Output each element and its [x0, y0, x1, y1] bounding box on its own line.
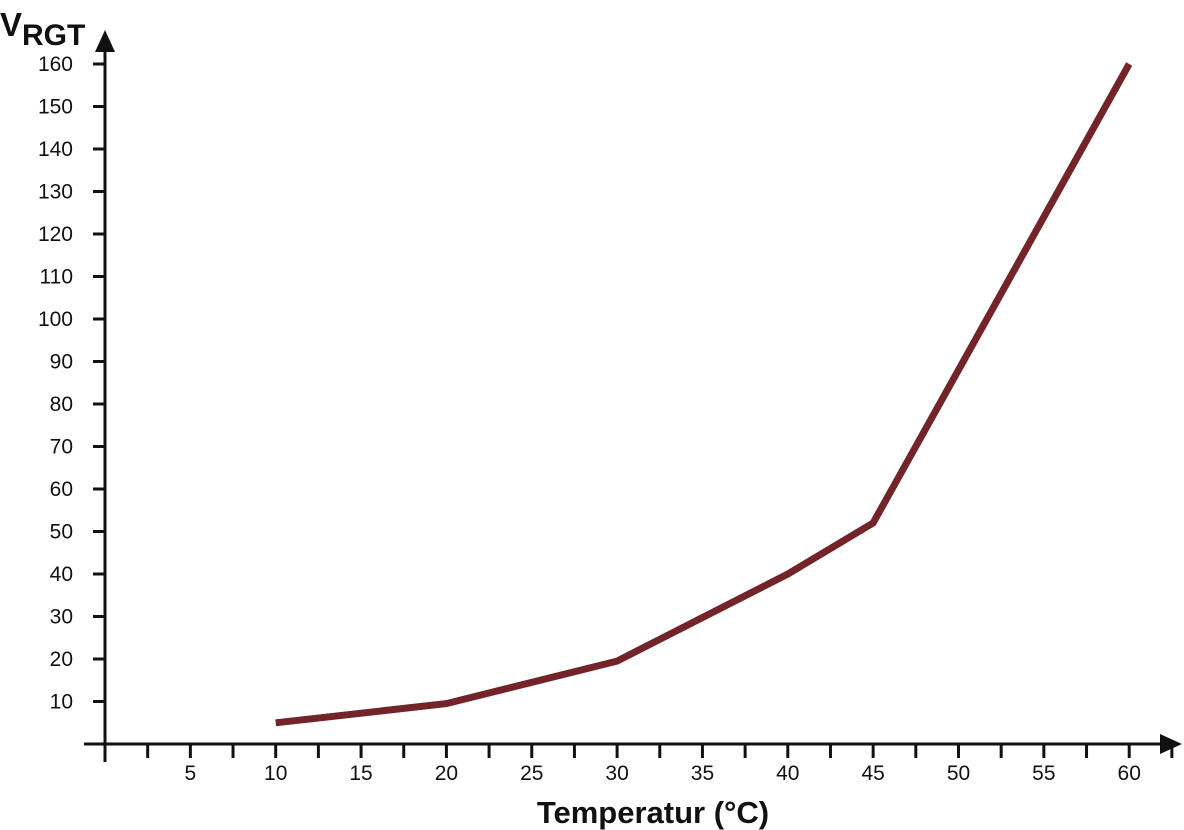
x-tick-label: 25 [520, 762, 543, 785]
tick-labels: 10 20 30 40 50 60 70 80 90 100 110 120 130 140 150 160 5… [38, 53, 1141, 785]
y-axis-arrowhead [95, 30, 115, 52]
y-tick-label: 20 [50, 648, 73, 671]
series-line [275, 62, 1133, 727]
x-tick-label: 45 [861, 762, 884, 785]
x-tick-label: 60 [1118, 762, 1141, 785]
y-tick-label: 120 [38, 223, 73, 246]
y-axis-title: VRGT [0, 6, 85, 52]
y-tick-label: 10 [50, 691, 73, 714]
ticks [93, 62, 1174, 758]
y-tick-label: 100 [38, 308, 73, 331]
x-tick-label: 55 [1032, 762, 1055, 785]
y-axis-title-subscript: RGT [22, 19, 85, 52]
x-tick-label: 35 [691, 762, 714, 785]
x-tick-label: 50 [947, 762, 970, 785]
x-tick-label: 30 [605, 762, 628, 785]
y-tick-label: 90 [50, 351, 73, 374]
x-tick-label: 5 [185, 762, 197, 785]
x-tick-label: 40 [776, 762, 799, 785]
x-tick-label: 15 [349, 762, 372, 785]
x-tick-label: 10 [264, 762, 287, 785]
y-tick-label: 40 [50, 563, 73, 586]
y-tick-label: 70 [50, 436, 73, 459]
y-axis-title-main: V [0, 6, 22, 43]
series-layer [275, 62, 1133, 727]
y-tick-label: 30 [50, 606, 73, 629]
y-tick-label: 140 [38, 138, 73, 161]
y-tick-label: 60 [50, 478, 73, 501]
x-tick-label: 20 [435, 762, 458, 785]
y-tick-label: 160 [38, 53, 73, 76]
y-tick-label: 50 [50, 521, 73, 544]
y-tick-label: 80 [50, 393, 73, 416]
y-tick-label: 130 [38, 181, 73, 204]
y-tick-label: 110 [40, 266, 73, 289]
x-axis-title: Temperatur (°C) [537, 795, 769, 830]
y-tick-label: 150 [38, 96, 73, 119]
